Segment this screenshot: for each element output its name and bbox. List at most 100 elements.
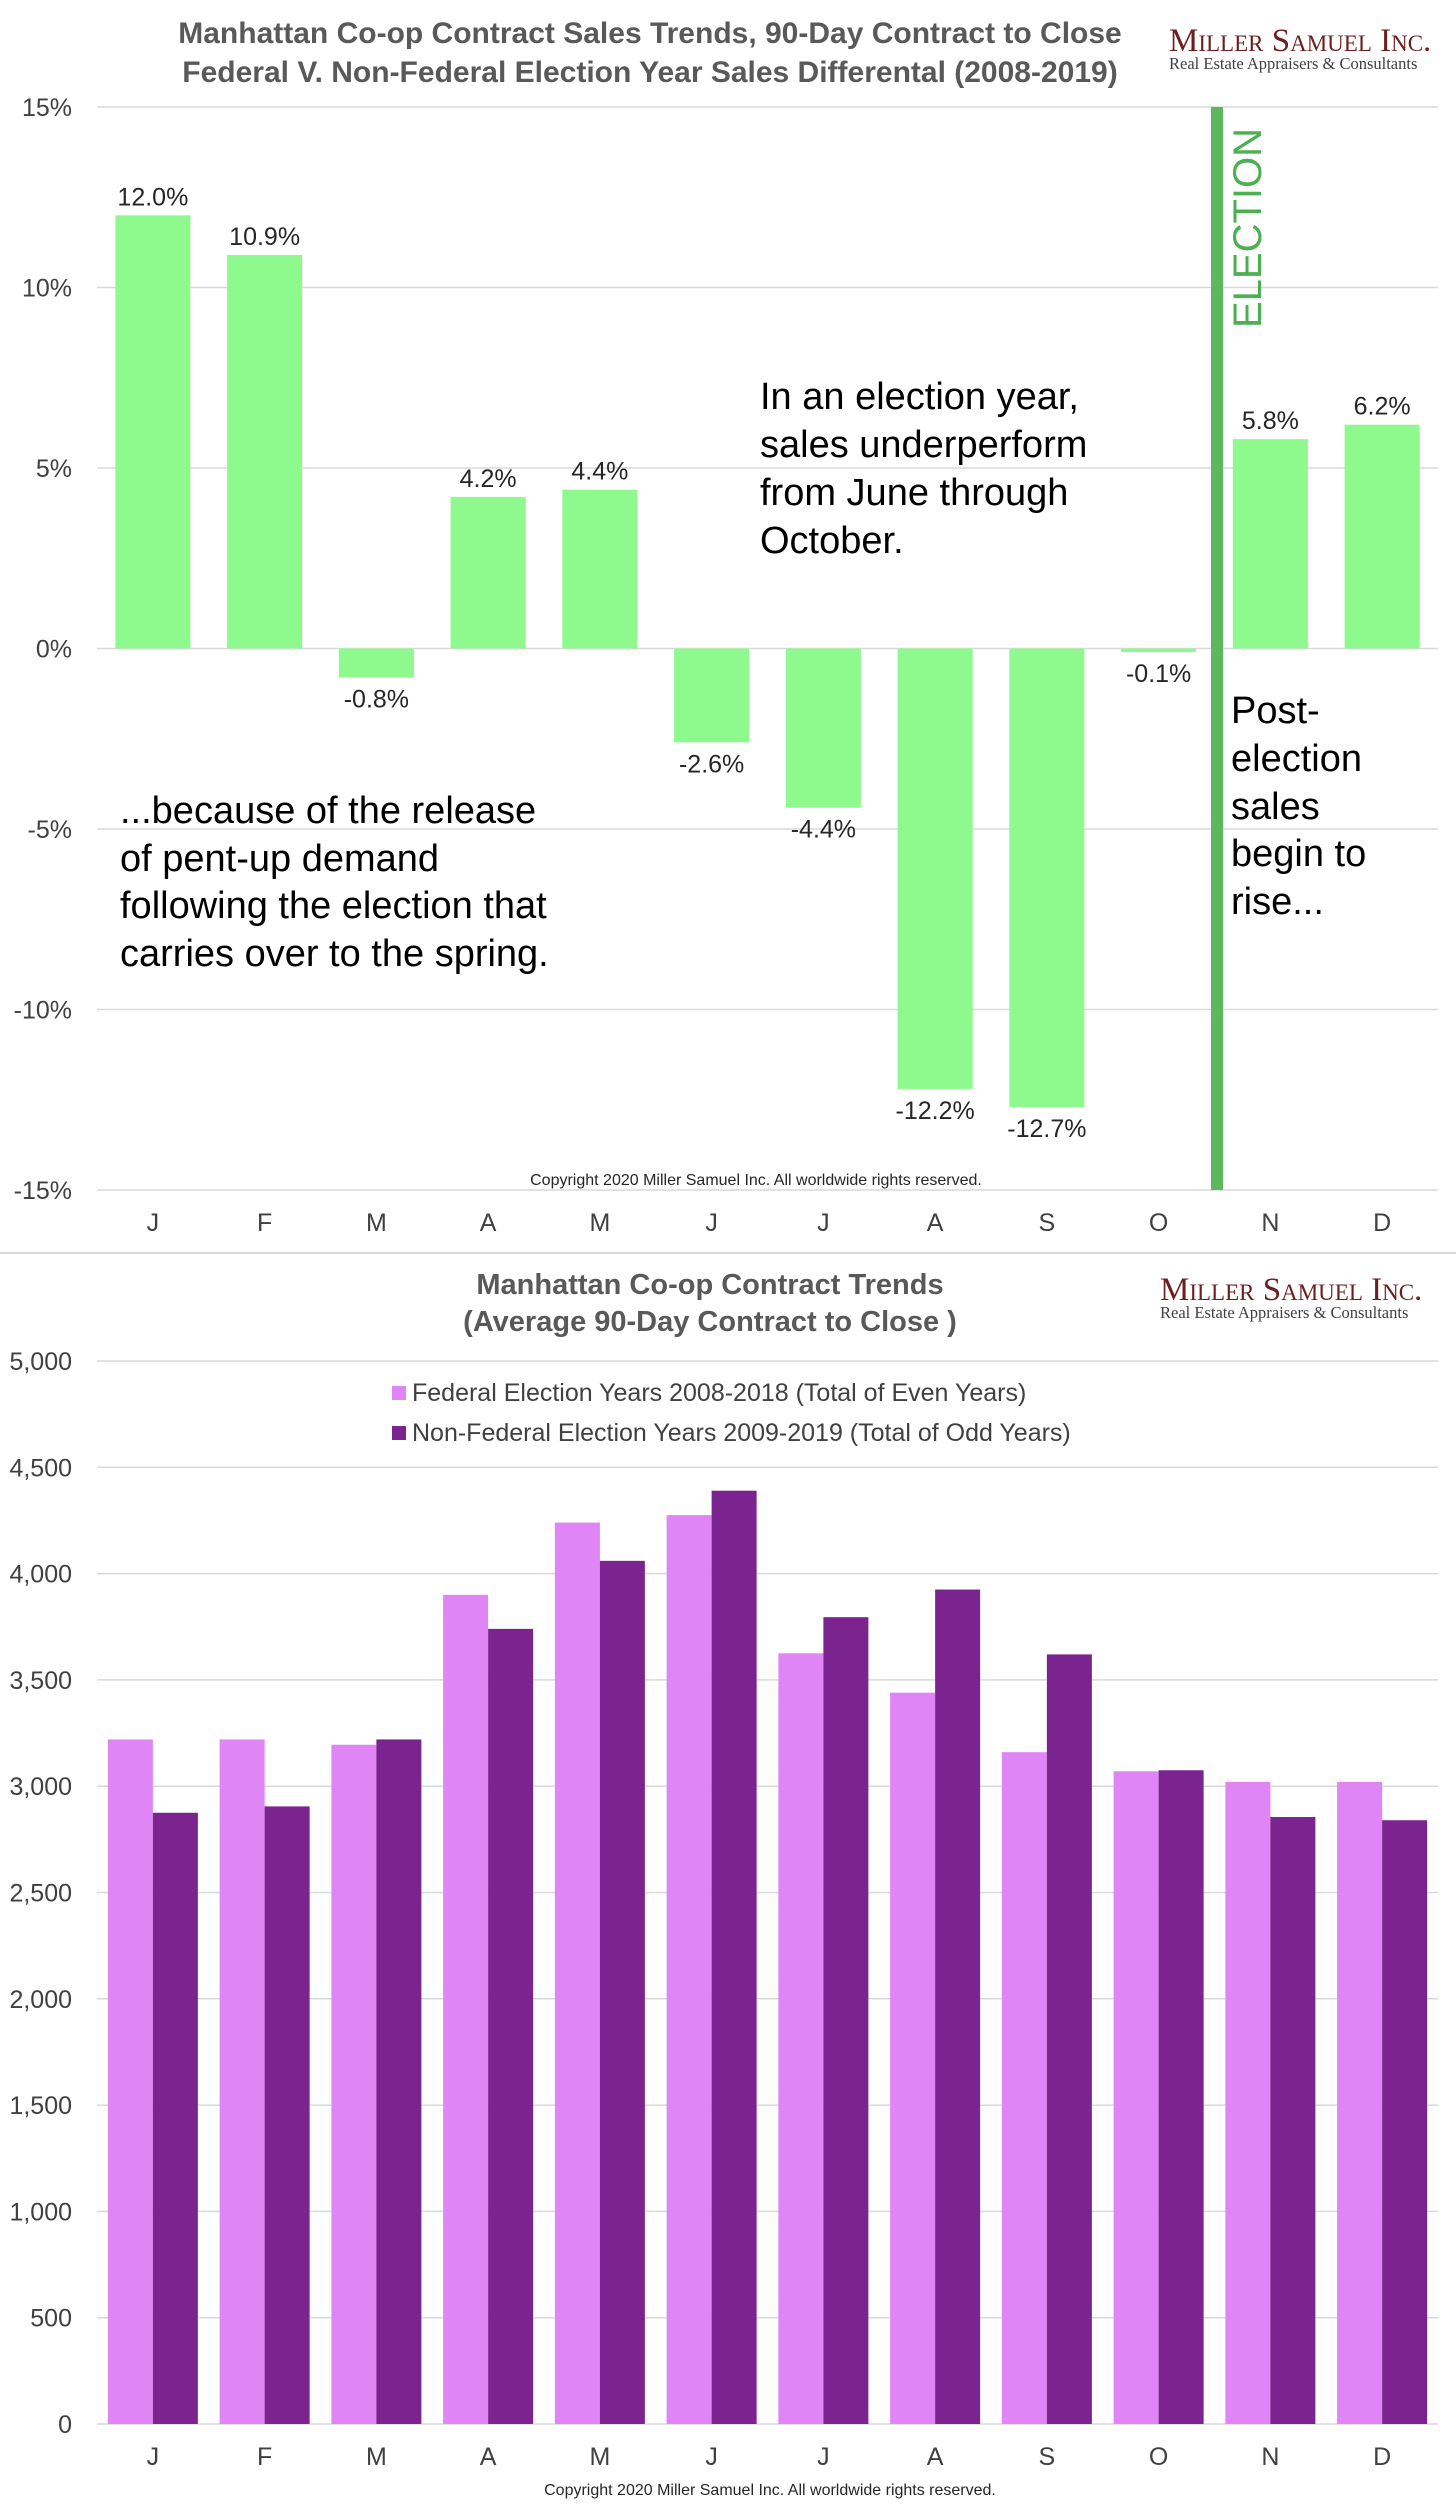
x-tick-label: N bbox=[1261, 2443, 1279, 2471]
y-tick-label: 5,000 bbox=[9, 1348, 72, 1376]
legend-swatch bbox=[392, 1426, 406, 1440]
bar bbox=[1382, 1820, 1428, 2424]
bar bbox=[711, 1490, 757, 2424]
chart-subtitle: Federal V. Non-Federal Election Year Sal… bbox=[182, 56, 1117, 89]
bar bbox=[450, 496, 526, 649]
x-tick-label: O bbox=[1149, 2443, 1168, 2471]
data-label: -12.7% bbox=[1007, 1115, 1086, 1143]
bar bbox=[331, 1744, 377, 2424]
x-tick-label: F bbox=[257, 1209, 272, 1237]
x-tick-label: M bbox=[366, 2443, 387, 2471]
bar bbox=[1009, 648, 1085, 1107]
x-tick-label: N bbox=[1261, 1209, 1279, 1237]
bar bbox=[338, 648, 414, 678]
y-tick-label: 500 bbox=[30, 2305, 72, 2333]
copyright-text: Copyright 2020 Miller Samuel Inc. All wo… bbox=[530, 1172, 982, 1189]
copyright-text: Copyright 2020 Miller Samuel Inc. All wo… bbox=[544, 2482, 996, 2499]
bar-series bbox=[115, 215, 1420, 1107]
data-label: -0.1% bbox=[1126, 660, 1191, 688]
gridlines bbox=[97, 1360, 1438, 2425]
annotation-top-line: from June through bbox=[760, 472, 1068, 514]
chart-contract-trends: Manhattan Co-op Contract Trends (Average… bbox=[9, 1269, 1438, 2499]
x-tick-label: M bbox=[366, 1209, 387, 1237]
x-tick-label: J bbox=[817, 2443, 830, 2471]
x-tick-label: A bbox=[480, 1209, 497, 1237]
x-tick-label: A bbox=[927, 2443, 944, 2471]
y-tick-label: 4,000 bbox=[9, 1561, 72, 1589]
bar bbox=[823, 1617, 869, 2424]
logo: Miller Samuel Inc. Real Estate Appraiser… bbox=[1160, 1272, 1422, 1322]
data-label: -2.6% bbox=[679, 750, 744, 778]
bar bbox=[219, 1739, 265, 2424]
logo-tagline: Real Estate Appraisers & Consultants bbox=[1160, 1303, 1408, 1322]
bar bbox=[264, 1806, 310, 2424]
bar bbox=[890, 1692, 936, 2424]
bar bbox=[152, 1812, 198, 2424]
x-tick-label: O bbox=[1149, 1209, 1168, 1237]
chart-subtitle: (Average 90-Day Contract to Close ) bbox=[463, 1306, 957, 1338]
y-tick-label: 3,500 bbox=[9, 1667, 72, 1695]
bar bbox=[115, 215, 191, 649]
legend-swatch bbox=[392, 1386, 406, 1400]
bar bbox=[1344, 424, 1420, 649]
bar bbox=[674, 648, 750, 743]
bar bbox=[443, 1594, 489, 2424]
annotation-top-line: sales underperform bbox=[760, 424, 1087, 466]
data-label: 5.8% bbox=[1242, 407, 1299, 435]
bar bbox=[785, 648, 861, 808]
bar bbox=[1158, 1770, 1204, 2424]
bar bbox=[1225, 1781, 1271, 2424]
annotation-right-line: Post- bbox=[1231, 690, 1320, 732]
bar bbox=[935, 1589, 981, 2424]
annotation-top-line: In an election year, bbox=[760, 376, 1079, 418]
data-label: -12.2% bbox=[896, 1097, 975, 1125]
annotation-left-line: ...because of the release bbox=[120, 790, 536, 832]
x-tick-label: J bbox=[705, 1209, 718, 1237]
bar bbox=[1001, 1752, 1047, 2424]
annotation-left: ...because of the release of pent-up dem… bbox=[120, 790, 549, 975]
x-tick-label: S bbox=[1039, 1209, 1056, 1237]
y-tick-label: 1,500 bbox=[9, 2092, 72, 2120]
legend-label: Non-Federal Election Years 2009-2019 (To… bbox=[412, 1419, 1071, 1447]
bar bbox=[599, 1560, 645, 2424]
bar bbox=[1121, 648, 1197, 653]
data-label: 4.4% bbox=[571, 458, 628, 486]
y-tick-label: 0% bbox=[36, 636, 72, 664]
bar bbox=[1232, 439, 1308, 649]
annotation-left-line: carries over to the spring. bbox=[120, 933, 549, 975]
chart-panel-contract-trends: Manhattan Co-op Contract Trends (Average… bbox=[0, 1254, 1456, 2507]
x-tick-label: F bbox=[257, 2443, 272, 2471]
data-label: 6.2% bbox=[1354, 393, 1411, 421]
data-label: 12.0% bbox=[117, 183, 188, 211]
y-tick-label: 5% bbox=[36, 455, 72, 483]
bar bbox=[1337, 1781, 1383, 2424]
y-tick-label: 3,000 bbox=[9, 1773, 72, 1801]
election-label: ELECTION bbox=[1226, 128, 1270, 328]
data-label: -4.4% bbox=[791, 815, 856, 843]
bar bbox=[554, 1522, 600, 2424]
annotation-left-line: of pent-up demand bbox=[120, 838, 439, 880]
y-axis: 5,000 4,500 4,000 3,500 3,000 2,500 2,000 1,500… bbox=[9, 1348, 72, 2439]
chart-title: Manhattan Co-op Contract Trends bbox=[476, 1269, 943, 1301]
logo-name: Miller Samuel Inc. bbox=[1160, 1272, 1422, 1308]
bar bbox=[376, 1739, 422, 2424]
x-tick-label: D bbox=[1373, 1209, 1391, 1237]
data-label: 4.2% bbox=[460, 465, 517, 493]
y-tick-label: -15% bbox=[14, 1177, 72, 1205]
x-tick-label: M bbox=[589, 1209, 610, 1237]
annotation-right-line: begin to bbox=[1231, 833, 1366, 875]
bar bbox=[1113, 1771, 1159, 2424]
annotation-right-line: rise... bbox=[1231, 881, 1324, 923]
data-label: -0.8% bbox=[344, 685, 409, 713]
x-tick-label: J bbox=[817, 1209, 830, 1237]
y-tick-label: 2,500 bbox=[9, 1880, 72, 1908]
bar bbox=[666, 1515, 712, 2424]
x-tick-label: J bbox=[147, 2443, 160, 2471]
bar bbox=[1270, 1817, 1316, 2424]
logo-name: Miller Samuel Inc. bbox=[1169, 23, 1431, 59]
annotation-left-line: following the election that bbox=[120, 885, 547, 927]
bar bbox=[227, 255, 303, 649]
annotation-top-line: October. bbox=[760, 520, 904, 562]
legend: Federal Election Years 2008-2018 (Total … bbox=[392, 1379, 1071, 1447]
